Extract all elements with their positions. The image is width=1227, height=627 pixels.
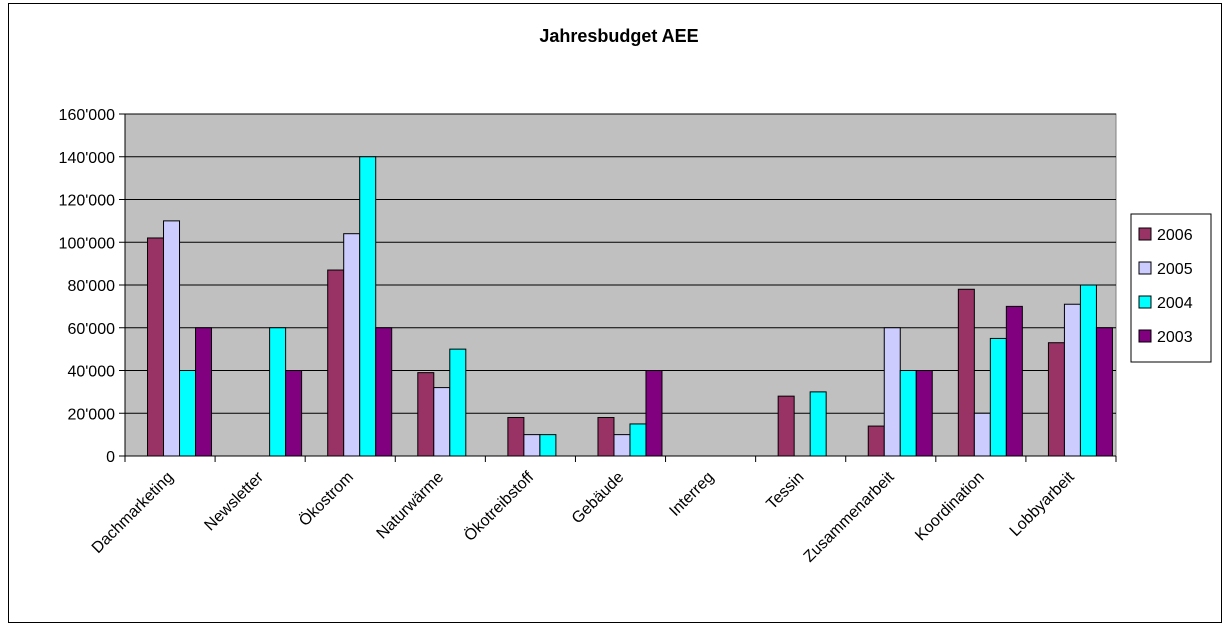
bar — [163, 220, 181, 457]
x-category-label: Dachmarketing — [89, 469, 177, 557]
bar — [523, 434, 541, 457]
bar — [539, 434, 557, 457]
y-tick-label: 140'000 — [59, 150, 116, 167]
bar — [327, 269, 345, 457]
y-tick-label: 60'000 — [67, 321, 115, 338]
x-category-label: Lobbyarbeit — [1007, 468, 1079, 540]
bar — [375, 327, 393, 457]
bar — [195, 327, 213, 457]
legend-label: 2004 — [1157, 295, 1193, 312]
x-category-label: Newsletter — [202, 468, 268, 534]
legend: 2006 2005 2004 2003 — [1130, 213, 1212, 363]
bar — [179, 370, 197, 457]
y-tick-label: 160'000 — [59, 107, 116, 124]
chart-frame: Jahresbudget AEE 0 20'000 40'000 60'000 80'0… — [8, 3, 1222, 623]
chart-svg: Jahresbudget AEE 0 20'000 40'000 60'000 80'0… — [59, 26, 1212, 566]
bar — [989, 337, 1007, 457]
bar — [629, 423, 647, 457]
legend-swatch — [1138, 261, 1152, 275]
bar — [809, 391, 827, 457]
y-tick-label: 40'000 — [67, 364, 115, 381]
x-category-label: Tessin — [763, 469, 807, 513]
legend-label: 2005 — [1157, 261, 1193, 278]
bar — [343, 233, 361, 457]
x-category-label: Interreg — [666, 469, 717, 520]
x-category-label: Koordination — [912, 469, 988, 545]
legend-swatch — [1138, 329, 1152, 343]
bar — [285, 370, 303, 457]
bar — [507, 417, 525, 457]
bar — [613, 434, 631, 457]
bar — [597, 417, 615, 457]
bar — [957, 288, 975, 457]
bar — [1079, 284, 1097, 457]
legend-label: 2006 — [1157, 227, 1193, 244]
legend-swatch — [1138, 295, 1152, 309]
bar — [867, 425, 885, 457]
bar — [973, 412, 991, 457]
x-category-label: Naturwärme — [374, 469, 448, 543]
bar — [449, 348, 467, 457]
y-tick-label: 120'000 — [59, 193, 116, 210]
bar — [1095, 327, 1113, 457]
y-tick-label: 20'000 — [67, 406, 115, 423]
y-tick-label: 80'000 — [67, 278, 115, 295]
bar — [915, 370, 933, 457]
bar — [777, 395, 795, 457]
bar — [147, 237, 165, 457]
plot-area: 0 20'000 40'000 60'000 80'000 100'000 120'000 1… — [59, 107, 1117, 566]
bar — [433, 387, 451, 457]
x-category-label: Zusammenarbeit — [801, 468, 898, 565]
bar — [645, 370, 663, 457]
bar — [269, 327, 287, 457]
x-category-label: Ökotreibstoff — [461, 468, 538, 545]
x-category-label: Ökostrom — [295, 468, 357, 530]
bar — [359, 156, 377, 457]
bar — [1047, 342, 1065, 457]
bar — [899, 370, 917, 457]
bar — [1063, 303, 1081, 457]
x-category-label: Gebäude — [569, 469, 628, 528]
y-tick-label: 0 — [106, 449, 115, 466]
bar — [1005, 305, 1023, 457]
legend-swatch — [1138, 227, 1152, 241]
y-tick-label: 100'000 — [59, 235, 116, 252]
legend-label: 2003 — [1157, 329, 1193, 346]
bar — [417, 372, 435, 457]
bar — [883, 327, 901, 457]
chart-title: Jahresbudget AEE — [539, 26, 698, 46]
